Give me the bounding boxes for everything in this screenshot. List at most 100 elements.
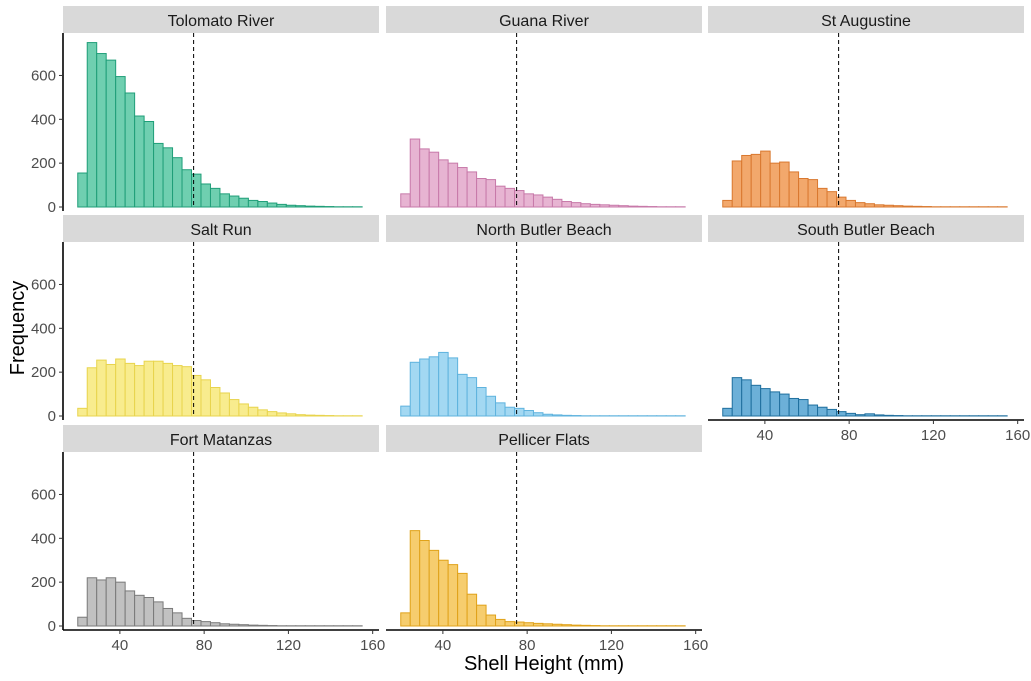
histogram-bar bbox=[845, 412, 856, 417]
histogram-bar bbox=[153, 142, 164, 208]
y-tick-label: 0 bbox=[48, 618, 56, 635]
histogram-bar bbox=[570, 202, 582, 208]
histogram-bar bbox=[542, 196, 553, 208]
y-tick-label: 600 bbox=[31, 276, 56, 293]
histogram-bar bbox=[618, 205, 629, 208]
histogram-bar bbox=[836, 411, 847, 417]
histogram-bar bbox=[798, 399, 809, 417]
histogram-bar bbox=[457, 373, 468, 417]
histogram-bar bbox=[134, 115, 145, 208]
histogram-bar bbox=[200, 183, 211, 208]
histogram-bar bbox=[247, 406, 259, 417]
histogram-bar bbox=[153, 601, 164, 627]
histogram-bar bbox=[96, 53, 107, 208]
panel-strip bbox=[63, 6, 379, 33]
histogram-bar bbox=[115, 358, 126, 417]
histogram-bar bbox=[96, 359, 107, 417]
histogram-bar bbox=[750, 153, 762, 208]
panel-strip-title: North Butler Beach bbox=[476, 222, 611, 239]
histogram-bar bbox=[247, 624, 259, 627]
histogram-bar bbox=[447, 162, 459, 208]
histogram-bar bbox=[911, 205, 923, 208]
histogram-bar bbox=[428, 549, 440, 627]
histogram-bar bbox=[409, 530, 421, 627]
histogram-bar bbox=[523, 410, 534, 417]
histogram-bar bbox=[295, 414, 306, 417]
histogram-bar bbox=[485, 395, 497, 417]
y-tick-label: 200 bbox=[31, 155, 56, 172]
histogram-bar bbox=[845, 199, 856, 208]
histogram-bar bbox=[238, 403, 249, 417]
histogram-bar bbox=[741, 379, 752, 417]
histogram-bar bbox=[86, 42, 98, 208]
histogram-bar bbox=[419, 540, 430, 627]
x-axis-title: Shell Height (mm) bbox=[464, 653, 624, 675]
histogram-bar bbox=[760, 388, 771, 417]
panel-strip bbox=[386, 215, 702, 242]
histogram-bar bbox=[514, 190, 525, 208]
histogram-bar bbox=[722, 199, 733, 208]
panel-strip-title: Guana River bbox=[499, 13, 589, 30]
histogram-bar bbox=[295, 205, 306, 208]
histogram-bar bbox=[209, 387, 221, 417]
y-tick-label: 400 bbox=[31, 530, 56, 547]
histogram-bar bbox=[105, 577, 117, 627]
histogram-bar bbox=[551, 198, 563, 208]
histogram-bar bbox=[200, 621, 211, 627]
histogram-bar bbox=[143, 121, 155, 208]
histogram-bar bbox=[873, 414, 885, 417]
histogram-bar bbox=[466, 377, 478, 417]
histogram-bar bbox=[428, 151, 440, 208]
histogram-bar bbox=[172, 157, 183, 208]
histogram-bar bbox=[741, 154, 752, 208]
histogram-bar bbox=[191, 173, 202, 208]
histogram-bar bbox=[532, 412, 544, 417]
histogram-bar bbox=[779, 393, 790, 417]
histogram-bar bbox=[409, 361, 421, 417]
histogram-bar bbox=[580, 203, 591, 208]
histogram-bar bbox=[476, 178, 487, 208]
histogram-bar bbox=[561, 414, 572, 417]
histogram-bar bbox=[504, 621, 516, 627]
panel-strip bbox=[63, 425, 379, 452]
histogram-bar bbox=[532, 194, 544, 208]
histogram-bar bbox=[105, 59, 117, 208]
panel-strip bbox=[386, 425, 702, 452]
histogram-bar bbox=[504, 406, 516, 417]
histogram-bar bbox=[209, 622, 221, 627]
panel: Guana River bbox=[386, 6, 702, 208]
histogram-bar bbox=[892, 205, 904, 208]
y-tick-label: 400 bbox=[31, 320, 56, 337]
histogram-bar bbox=[219, 392, 230, 417]
histogram-bar bbox=[162, 147, 174, 208]
histogram-bar bbox=[580, 624, 591, 627]
histogram-bar bbox=[304, 205, 316, 208]
x-tick-label: 40 bbox=[757, 427, 774, 444]
histogram-bar bbox=[457, 572, 468, 627]
histogram-bar bbox=[864, 413, 875, 417]
histogram-bar bbox=[532, 622, 544, 627]
histogram-bar bbox=[143, 360, 155, 417]
histogram-bar bbox=[134, 365, 145, 417]
histogram-bar bbox=[162, 607, 174, 627]
histogram-bar bbox=[769, 391, 781, 417]
histogram-bar bbox=[285, 204, 297, 208]
histogram-bar bbox=[181, 366, 193, 417]
histogram-bar bbox=[428, 356, 440, 417]
y-axis-title: Frequency bbox=[7, 281, 29, 376]
panel-strip-title: Fort Matanzas bbox=[170, 432, 272, 449]
histogram-bar bbox=[276, 412, 287, 417]
histogram-bar bbox=[627, 205, 639, 208]
panel: North Butler Beach bbox=[386, 215, 702, 417]
histogram-bar bbox=[314, 205, 325, 208]
histogram-bar bbox=[409, 138, 421, 208]
histogram-bar bbox=[181, 617, 193, 627]
histogram-bar bbox=[495, 618, 506, 627]
histogram-bar bbox=[172, 365, 183, 417]
histogram-bar bbox=[817, 406, 828, 417]
y-tick-label: 600 bbox=[31, 486, 56, 503]
histogram-bar bbox=[551, 623, 563, 627]
histogram-bar bbox=[419, 358, 430, 417]
histogram-bar bbox=[504, 187, 516, 208]
histogram-bar bbox=[570, 624, 582, 627]
